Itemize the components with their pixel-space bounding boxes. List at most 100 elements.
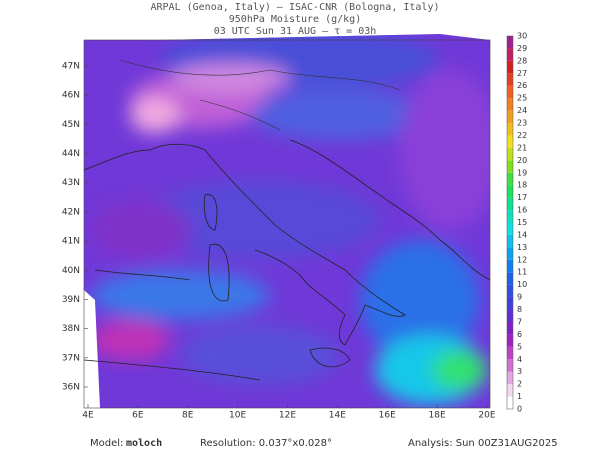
colorbar-label: 5: [517, 342, 522, 351]
coast: [203, 194, 218, 231]
footer-analysis: Analysis: Sun 00Z31AUG2025: [408, 438, 558, 449]
header-line: 950hPa Moisture (g/kg): [229, 14, 361, 25]
colorbar: 0123456789101112131415161718192021222324…: [506, 32, 527, 414]
colorbar-segment: [507, 309, 513, 322]
colorbar-segment: [507, 371, 513, 385]
colorbar-segment: [507, 297, 513, 310]
lat-label: 36N: [62, 383, 80, 393]
lon-label: 12E: [279, 411, 296, 421]
colorbar-label: 19: [517, 168, 527, 177]
coast: [309, 347, 351, 368]
lat-label: 44N: [62, 149, 80, 159]
colorbar-label: 16: [517, 206, 527, 215]
colorbar-label: 22: [517, 131, 527, 140]
moisture-field: [84, 34, 490, 408]
lat-label: 47N: [62, 62, 80, 72]
colorbar-label: 8: [517, 305, 522, 314]
lon-label: 8E: [182, 411, 194, 421]
lon-label: 6E: [132, 411, 144, 421]
colorbar-label: 13: [517, 243, 527, 252]
colorbar-segment: [507, 284, 513, 298]
colorbar-segment: [507, 272, 513, 285]
lon-label: 14E: [329, 411, 346, 421]
lat-label: 38N: [62, 324, 80, 334]
colorbar-segment: [507, 98, 513, 111]
colorbar-label: 18: [517, 181, 527, 190]
lon-label: 10E: [229, 411, 246, 421]
footer-label: Model:: [90, 438, 123, 449]
colorbar-segment: [507, 359, 513, 372]
coast: [149, 143, 406, 346]
header-line: ARPAL (Genoa, Italy) – ISAC-CNR (Bologna…: [151, 2, 440, 13]
footer-model: moloch: [126, 438, 162, 449]
lat-label: 41N: [62, 237, 80, 247]
lon-label: 18E: [429, 411, 446, 421]
colorbar-segment: [507, 185, 513, 198]
lat-label: 43N: [62, 178, 80, 188]
colorbar-label: 21: [517, 143, 527, 152]
colorbar-segment: [507, 396, 513, 409]
lat-label: 40N: [62, 266, 80, 276]
colorbar-label: 6: [517, 330, 522, 339]
colorbar-label: 7: [517, 317, 522, 326]
colorbar-label: 24: [517, 106, 527, 115]
header-line: 03 UTC Sun 31 AUG – τ = 03h: [214, 26, 377, 37]
colorbar-segment: [507, 172, 513, 186]
lat-label: 39N: [62, 295, 80, 305]
colorbar-label: 20: [517, 156, 527, 165]
lat-label: 45N: [62, 120, 80, 130]
field-patches: [90, 34, 490, 405]
colorbar-segment: [507, 197, 513, 211]
lat-label: 46N: [62, 91, 80, 101]
colorbar-segment: [507, 110, 513, 124]
colorbar-segment: [507, 334, 513, 347]
colorbar-segment: [507, 160, 513, 173]
colorbar-frame: [506, 35, 514, 410]
colorbar-segment: [507, 73, 513, 86]
colorbar-label: 1: [517, 392, 522, 401]
colorbar-segment: [507, 222, 513, 235]
lat-label: 42N: [62, 207, 80, 217]
coast: [83, 149, 261, 381]
colorbar-segment: [507, 210, 513, 223]
colorbar-label: 17: [517, 193, 527, 202]
colorbar-label: 30: [517, 32, 527, 41]
coastlines: [83, 59, 491, 381]
colorbar-segment: [507, 384, 513, 397]
colorbar-label: 12: [517, 255, 527, 264]
colorbar-label: 11: [517, 268, 527, 277]
colorbar-segment: [507, 48, 513, 61]
map-frame: [83, 39, 491, 409]
colorbar-label: 3: [517, 367, 522, 376]
colorbar-segment: [507, 321, 513, 335]
colorbar-segment: [507, 123, 513, 136]
lat-label: 37N: [62, 353, 80, 363]
colorbar-label: 14: [517, 230, 527, 239]
footer-resolution: Resolution: 0.037°x0.028°: [200, 438, 332, 449]
colorbar-label: 23: [517, 119, 527, 128]
colorbar-label: 10: [517, 280, 527, 289]
colorbar-label: 15: [517, 218, 527, 227]
colorbar-label: 0: [517, 405, 522, 414]
colorbar-segment: [507, 60, 513, 74]
colorbar-label: 28: [517, 56, 527, 65]
colorbar-segment: [507, 259, 513, 273]
coast: [289, 139, 491, 281]
colorbar-label: 29: [517, 44, 527, 53]
colorbar-segment: [507, 85, 513, 99]
colorbar-segment: [507, 135, 513, 148]
lon-label: 4E: [82, 411, 94, 421]
colorbar-segment: [507, 234, 513, 248]
colorbar-label: 27: [517, 69, 527, 78]
border: [119, 59, 401, 131]
colorbar-segment: [507, 247, 513, 260]
lon-label: 16E: [379, 411, 396, 421]
coast: [208, 243, 230, 302]
colorbar-segment: [507, 36, 513, 49]
colorbar-segment: [507, 346, 513, 360]
colorbar-segment: [507, 147, 513, 161]
colorbar-label: 4: [517, 355, 522, 364]
colorbar-label: 2: [517, 380, 522, 389]
colorbar-label: 25: [517, 94, 527, 103]
